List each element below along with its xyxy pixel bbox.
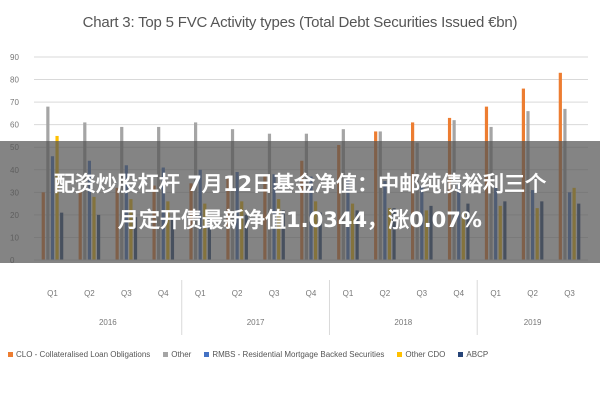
x-tick-label: Q2 bbox=[84, 289, 95, 298]
legend-item: Other bbox=[163, 350, 191, 359]
legend-swatch bbox=[397, 352, 403, 357]
x-tick-label: Q3 bbox=[416, 289, 427, 298]
legend-swatch bbox=[204, 352, 210, 357]
legend-item: CLO - Collateralised Loan Obligations bbox=[8, 350, 150, 359]
x-tick-label: Q2 bbox=[232, 289, 243, 298]
overlay-line-1: 配资炒股杠杆 7月12日基金净值：中邮纯债裕利三个 bbox=[53, 172, 547, 196]
chart-title: Chart 3: Top 5 FVC Activity types (Total… bbox=[82, 14, 518, 31]
y-tick-label: 70 bbox=[10, 98, 19, 107]
y-tick-label: 90 bbox=[10, 53, 19, 62]
y-tick-label: 80 bbox=[10, 76, 19, 85]
x-group-label: 2019 bbox=[524, 318, 542, 327]
legend-item: RMBS - Residential Mortgage Backed Secur… bbox=[204, 350, 384, 359]
x-tick-label: Q4 bbox=[306, 289, 317, 298]
x-tick-label: Q4 bbox=[453, 289, 464, 298]
overlay-line-2: 月定开债最新净值1.0344，涨0.07% bbox=[118, 208, 482, 232]
x-group-label: 2017 bbox=[247, 318, 265, 327]
legend-swatch bbox=[458, 352, 464, 357]
x-group-label: 2016 bbox=[99, 318, 117, 327]
x-tick-label: Q2 bbox=[380, 289, 391, 298]
legend-label: CLO - Collateralised Loan Obligations bbox=[16, 350, 151, 359]
legend-swatch bbox=[163, 352, 169, 357]
x-tick-label: Q3 bbox=[269, 289, 280, 298]
legend-item: Other CDO bbox=[397, 350, 445, 359]
legend-label: Other CDO bbox=[405, 350, 446, 359]
y-tick-label: 60 bbox=[10, 121, 19, 130]
x-tick-label: Q3 bbox=[564, 289, 575, 298]
legend-swatch bbox=[8, 352, 13, 357]
x-axis-ticks: Q1 Q2 Q3 Q4 Q1 Q2 Q3 Q4 Q1 Q2 Q3 Q4 Q1 Q2 Q3 2016 2017 20… bbox=[34, 259, 588, 335]
x-tick-label: Q3 bbox=[121, 289, 132, 298]
legend-label: Other bbox=[171, 350, 192, 359]
x-tick-label: Q4 bbox=[158, 289, 169, 298]
x-group-label: 2018 bbox=[394, 318, 412, 327]
legend-label: ABCP bbox=[466, 350, 489, 359]
legend: CLO - Collateralised Loan Obligations Oth… bbox=[8, 350, 598, 359]
x-tick-label: Q2 bbox=[527, 289, 538, 298]
x-tick-label: Q1 bbox=[490, 289, 501, 298]
x-tick-label: Q1 bbox=[343, 289, 354, 298]
legend-label: RMBS - Residential Mortgage Backed Secur… bbox=[212, 350, 385, 359]
x-tick-label: Q1 bbox=[47, 289, 58, 298]
headline-overlay: 配资炒股杠杆 7月12日基金净值：中邮纯债裕利三个 月定开债最新净值1.0344… bbox=[0, 141, 600, 263]
legend-item: ABCP bbox=[458, 350, 488, 359]
x-tick-label: Q1 bbox=[195, 289, 206, 298]
